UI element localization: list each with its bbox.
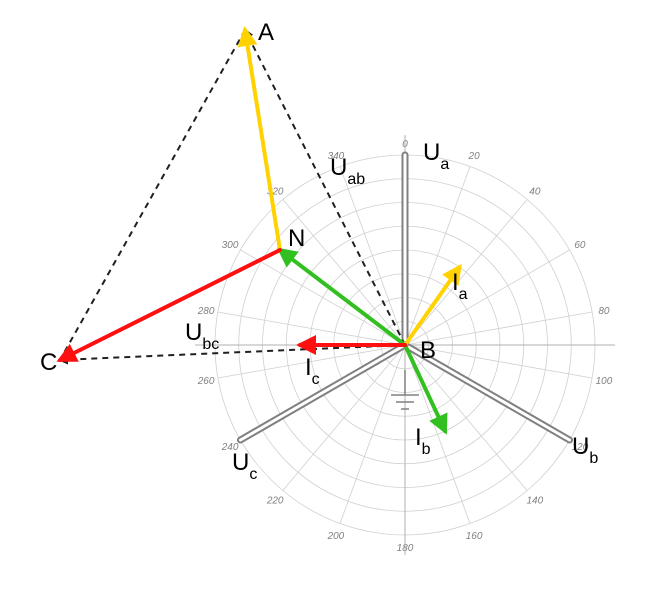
- label-B: B: [420, 337, 436, 364]
- degree-label: 140: [526, 496, 543, 507]
- label-N: N: [288, 225, 305, 252]
- label-Ub: Ub: [572, 433, 598, 467]
- label-C: C: [40, 349, 57, 376]
- label-Ua: Ua: [423, 139, 449, 173]
- degree-label: 200: [327, 531, 345, 542]
- degree-label: 100: [596, 376, 613, 387]
- label-Uc: Uc: [232, 449, 257, 483]
- phasor-diagram: 0204060801001201401601802002202402602803…: [0, 0, 668, 598]
- degree-label: 220: [266, 496, 284, 507]
- vector-NC: [60, 250, 280, 360]
- label-Ib: Ib: [415, 424, 431, 458]
- label-A: A: [258, 19, 274, 46]
- dashed-lines: [60, 30, 405, 360]
- degree-label: 160: [466, 531, 483, 542]
- labels: A B C N Ua Ub Uc Uab Ubc Ia Ib Ic: [40, 19, 598, 483]
- degree-label: 260: [197, 376, 215, 387]
- degree-label: 60: [574, 240, 586, 251]
- degree-label: 20: [468, 151, 481, 162]
- degree-label: 280: [197, 306, 215, 317]
- label-Ic: Ic: [305, 354, 320, 388]
- label-Ia: Ia: [452, 269, 468, 303]
- degree-label: 80: [598, 306, 610, 317]
- vector-BN: [280, 250, 405, 345]
- degree-label: 300: [222, 240, 239, 251]
- vector-NA: [245, 30, 280, 250]
- label-Ubc: Ubc: [185, 319, 219, 353]
- degree-label: 40: [529, 186, 541, 197]
- label-Uab: Uab: [330, 154, 365, 188]
